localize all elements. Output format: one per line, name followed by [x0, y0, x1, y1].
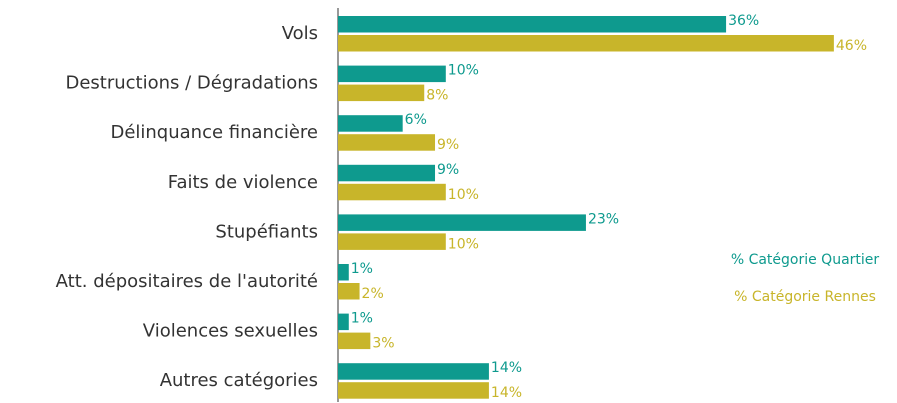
value-label: 23%	[588, 211, 619, 227]
bar	[338, 164, 436, 182]
bar	[338, 183, 446, 201]
legend-label: % Catégorie Rennes	[734, 289, 876, 305]
bar	[338, 16, 727, 33]
value-label: 10%	[448, 187, 479, 203]
value-label: 46%	[836, 38, 867, 54]
value-label: 9%	[437, 162, 459, 178]
bar	[338, 363, 489, 380]
value-label: 8%	[426, 88, 448, 104]
bar	[338, 332, 371, 350]
category-label: Stupéfiants	[215, 221, 318, 242]
value-label: 1%	[351, 311, 373, 327]
bar	[338, 84, 425, 102]
bar	[338, 65, 446, 83]
category-label: Att. dépositaires de l'autorité	[56, 271, 318, 292]
category-label: Vols	[282, 23, 318, 44]
value-label: 6%	[405, 112, 427, 128]
value-label: 3%	[372, 336, 394, 352]
bar	[338, 115, 403, 132]
value-label: 9%	[437, 137, 459, 153]
bar	[338, 313, 349, 331]
value-label: 14%	[491, 385, 522, 401]
category-label: Faits de violence	[168, 172, 318, 193]
bar	[338, 35, 834, 52]
bar	[338, 233, 446, 250]
value-label: 36%	[728, 13, 759, 29]
value-label: 10%	[448, 63, 479, 79]
category-label: Destructions / Dégradations	[65, 73, 318, 94]
bar	[338, 214, 586, 231]
legend-label: % Catégorie Quartier	[731, 252, 880, 268]
bar	[338, 283, 360, 300]
value-label: 2%	[362, 286, 384, 302]
value-label: 10%	[448, 236, 479, 252]
bar	[338, 382, 489, 399]
category-label: Délinquance financière	[110, 122, 318, 143]
bar	[338, 134, 436, 151]
category-label: Autres catégories	[160, 370, 318, 391]
category-label: Violences sexuelles	[143, 321, 318, 342]
value-label: 14%	[491, 360, 522, 376]
bar	[338, 264, 349, 281]
value-label: 1%	[351, 261, 373, 277]
